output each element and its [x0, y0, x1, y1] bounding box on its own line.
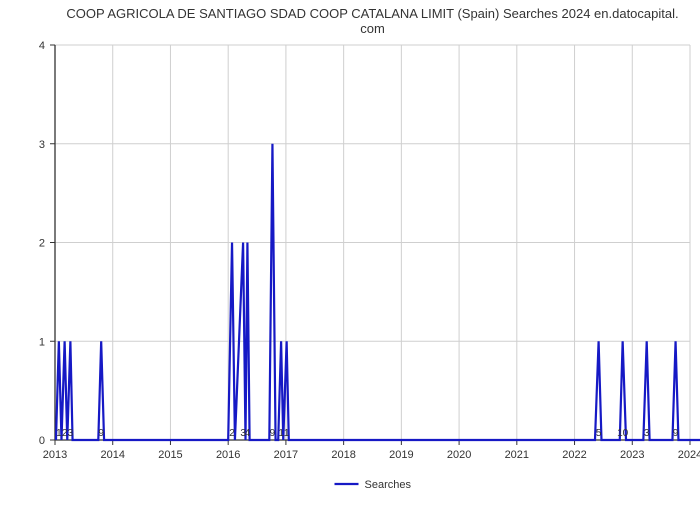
- x-year-label: 2020: [447, 449, 471, 461]
- peak-value-label: 9: [98, 428, 104, 439]
- peak-value-label: 9: [270, 428, 276, 439]
- searches-chart: 0 1 2 3 4 2013 2014 2015 2016 2017 2018 2019 2020 202…: [0, 0, 700, 500]
- peak-value-label: 3: [644, 428, 650, 439]
- peak-value-label: 1: [284, 428, 290, 439]
- y-tick-label: 2: [39, 238, 45, 250]
- x-year-label: 2013: [43, 449, 67, 461]
- x-year-label: 2017: [274, 449, 298, 461]
- x-year-label: 2021: [505, 449, 529, 461]
- x-year-label: 2016: [216, 449, 240, 461]
- y-tick-label: 1: [39, 336, 45, 348]
- peak-value-label: 5: [596, 428, 602, 439]
- chart-title: COOP AGRICOLA DE SANTIAGO SDAD COOP CATA…: [66, 6, 678, 21]
- chart-title-line2: com: [360, 21, 385, 36]
- peak-value-label: 2: [229, 428, 235, 439]
- x-year-label: 2024: [678, 449, 700, 461]
- peak-value-label: 10: [617, 428, 629, 439]
- peak-value-label: 3: [68, 428, 74, 439]
- y-tick-label: 0: [39, 435, 45, 447]
- y-tick-label: 3: [39, 139, 45, 151]
- legend-label: Searches: [365, 479, 412, 491]
- peak-value-label: 9: [673, 428, 679, 439]
- x-year-label: 2015: [158, 449, 182, 461]
- peak-value-label: 4: [245, 428, 251, 439]
- x-year-label: 2018: [331, 449, 355, 461]
- y-tick-label: 4: [39, 40, 45, 52]
- x-year-label: 2023: [620, 449, 644, 461]
- x-year-label: 2022: [562, 449, 586, 461]
- x-year-label: 2014: [100, 449, 124, 461]
- x-year-label: 2019: [389, 449, 413, 461]
